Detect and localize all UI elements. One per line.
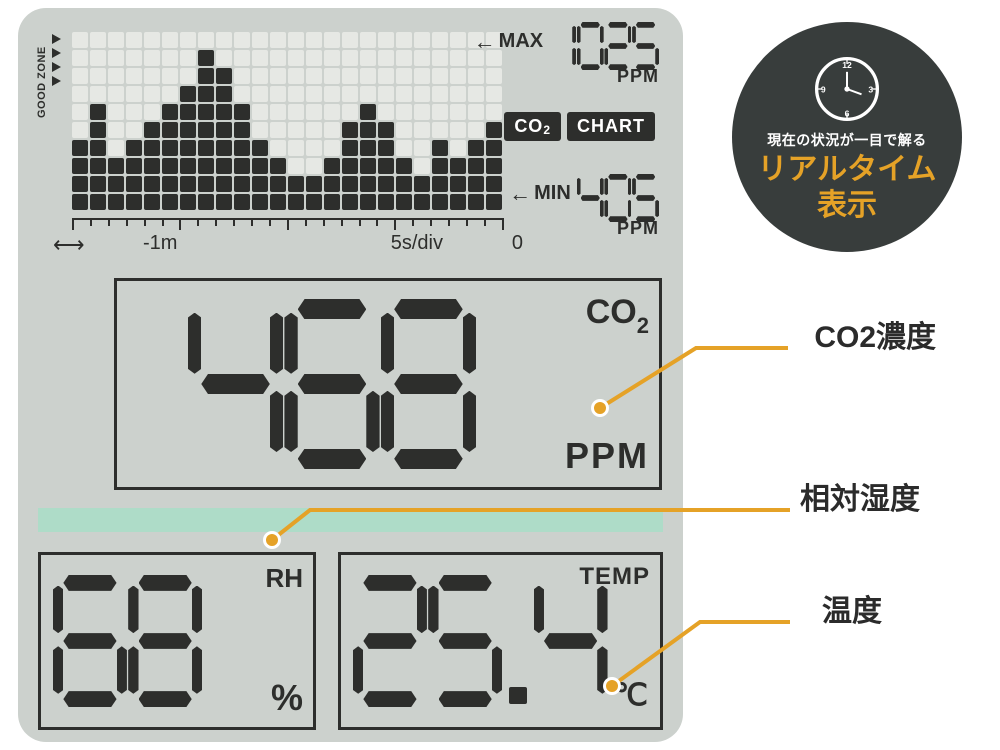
chart-ticks <box>72 218 504 228</box>
temperature-box: TEMP ℃ <box>338 552 663 730</box>
realtime-title-2: 表示 <box>817 188 877 224</box>
humidity-unit-bottom: % <box>271 677 303 719</box>
good-zone-label: GOOD ZONE <box>36 34 48 130</box>
max-label: ← MAX <box>474 30 543 53</box>
co2-chart-badges: CO2 CHART <box>504 112 655 141</box>
min-label-text: MIN <box>534 182 571 205</box>
chart-axis-labels: ⟷ -1m 5s/div 0 <box>53 232 523 258</box>
bottom-readings: RH % TEMP ℃ <box>38 552 663 730</box>
co2-value <box>188 299 476 469</box>
horizontal-arrow-icon: ⟷ <box>53 232 113 258</box>
clock-icon: 12 3 6 9 <box>814 56 880 122</box>
humidity-box: RH % <box>38 552 316 730</box>
chart-min-readout: ← MIN PPM <box>509 174 659 239</box>
callout-temperature: 温度 <box>822 586 882 630</box>
min-value <box>577 174 659 222</box>
max-label-text: MAX <box>499 30 543 53</box>
co2-unit-top: CO2 <box>533 293 649 337</box>
co2-units: CO2 PPM <box>533 281 659 487</box>
co2-chart-grid <box>72 32 502 210</box>
humidity-value <box>53 575 202 707</box>
humidity-unit-top: RH <box>265 563 303 594</box>
co2-monitor-device: GOOD ZONE ⟷ -1m 5s/div 0 ← MAX PPM CO2 <box>18 8 683 742</box>
co2-reading-box: CO2 PPM <box>114 278 662 490</box>
good-zone-arrows-icon <box>52 34 61 86</box>
callout-co2: CO2濃度 <box>814 312 936 356</box>
realtime-title-1: リアルタイム <box>757 152 936 188</box>
arrow-left-icon: ← <box>509 183 531 205</box>
chart-area: GOOD ZONE ⟷ -1m 5s/div 0 ← MAX PPM CO2 <box>38 26 663 256</box>
realtime-subtitle: 現在の状況が一目で解る <box>767 130 927 150</box>
realtime-badge: 12 3 6 9 現在の状況が一目で解る リアルタイム 表示 <box>732 22 962 252</box>
badge-chart: CHART <box>567 112 655 141</box>
arrow-left-icon: ← <box>474 31 496 53</box>
callout-humidity: 相対湿度 <box>800 474 920 518</box>
temperature-value <box>353 575 608 707</box>
temperature-unit-bottom: ℃ <box>614 678 648 713</box>
max-value <box>549 22 659 70</box>
co2-unit-bottom: PPM <box>533 435 649 477</box>
temperature-unit-top: TEMP <box>579 563 650 591</box>
chart-max-readout: ← MAX PPM <box>474 22 659 87</box>
badge-co2: CO2 <box>504 112 561 141</box>
status-bar <box>38 508 663 532</box>
min-label: ← MIN <box>509 182 571 205</box>
axis-label-div: 5s/div <box>233 232 483 258</box>
axis-label-left: -1m <box>113 232 233 258</box>
